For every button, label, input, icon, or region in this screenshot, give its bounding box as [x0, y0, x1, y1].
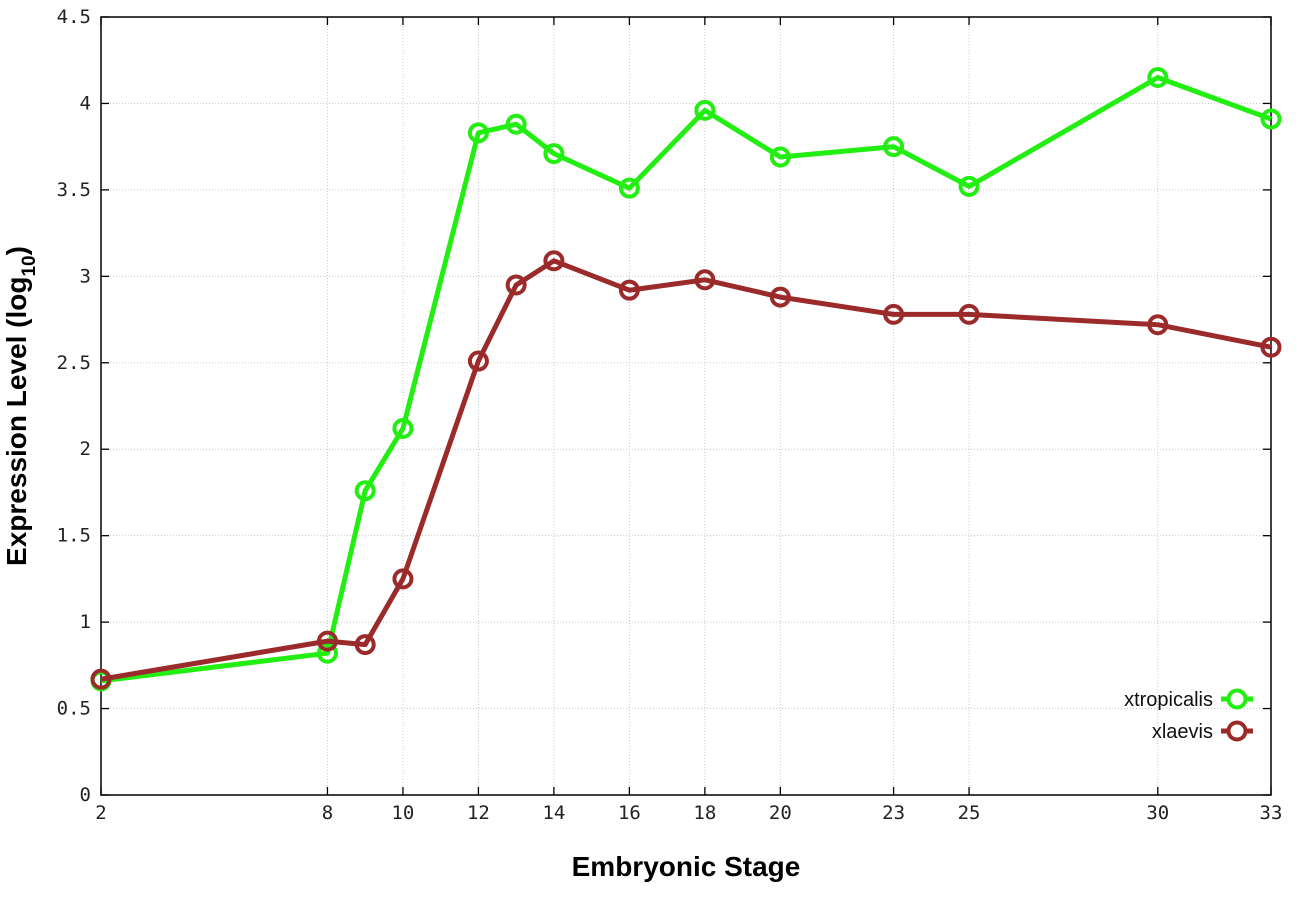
series-xtropicalis	[90, 67, 1282, 692]
y-tick-label: 0.5	[57, 698, 91, 720]
data-point-xtropicalis	[769, 146, 791, 168]
data-point-xtropicalis	[543, 143, 565, 165]
data-point-xlaevis	[354, 634, 376, 656]
y-tick-label: 0	[80, 784, 91, 806]
data-point-xtropicalis	[883, 136, 905, 158]
data-point-xtropicalis	[467, 122, 489, 144]
legend-swatch-marker	[1226, 688, 1248, 710]
y-tick-label: 2	[80, 438, 91, 460]
x-tick-label: 2	[95, 802, 106, 824]
plot-frame	[100, 16, 1272, 796]
y-tick-label: 1.5	[57, 525, 91, 547]
y-axis-title-main: Expression Level (log	[1, 277, 32, 566]
data-point-xlaevis	[392, 568, 414, 590]
data-point-xtropicalis	[316, 642, 338, 664]
data-point-xtropicalis	[505, 113, 527, 135]
x-tick-label: 25	[958, 802, 981, 824]
y-tick-label: 1	[80, 611, 91, 633]
axis-ticks	[100, 16, 1272, 796]
legend-item-xlaevis: xlaevis	[1152, 720, 1253, 743]
series-line-xlaevis	[100, 258, 1272, 682]
data-point-xlaevis	[618, 279, 640, 301]
data-point-xlaevis	[467, 350, 489, 372]
data-point-xlaevis	[769, 286, 791, 308]
y-axis-title: Expression Level (log10)	[1, 246, 40, 566]
data-point-xlaevis	[505, 274, 527, 296]
data-point-xtropicalis	[392, 417, 414, 439]
data-point-xtropicalis	[618, 177, 640, 199]
x-tick-label: 14	[542, 802, 565, 824]
x-tick-label: 20	[769, 802, 792, 824]
y-axis-tick-labels: 0 0.5 1 1.5 2 2.5 3 3.5 4 4.5	[57, 6, 91, 806]
data-point-xtropicalis	[1147, 67, 1169, 89]
data-point-xlaevis	[1260, 336, 1282, 358]
data-point-xtropicalis	[958, 175, 980, 197]
y-tick-label: 3	[80, 265, 91, 287]
legend-label: xlaevis	[1152, 721, 1213, 743]
data-point-xlaevis	[958, 303, 980, 325]
legend-swatch-marker	[1226, 720, 1248, 742]
data-point-xlaevis	[543, 250, 565, 272]
x-tick-label: 18	[693, 802, 716, 824]
legend-label: xtropicalis	[1124, 689, 1213, 711]
y-tick-label: 4.5	[57, 6, 91, 28]
data-point-xlaevis	[1147, 314, 1169, 336]
series-layer	[90, 67, 1282, 692]
legend-item-xtropicalis: xtropicalis	[1124, 688, 1253, 711]
data-point-xlaevis	[694, 269, 716, 291]
y-tick-label: 3.5	[57, 179, 91, 201]
series-xlaevis	[90, 250, 1282, 690]
y-tick-label: 4	[80, 92, 91, 114]
x-tick-label: 23	[882, 802, 905, 824]
y-tick-label: 2.5	[57, 352, 91, 374]
x-tick-label: 33	[1260, 802, 1283, 824]
x-axis-title: Embryonic Stage	[572, 851, 801, 882]
x-tick-label: 12	[467, 802, 490, 824]
data-point-xlaevis	[316, 630, 338, 652]
data-point-xlaevis	[90, 668, 112, 690]
data-point-xtropicalis	[354, 480, 376, 502]
x-tick-label: 30	[1146, 802, 1169, 824]
data-point-xlaevis	[883, 303, 905, 325]
grid	[101, 17, 1271, 795]
data-point-xtropicalis	[1260, 108, 1282, 130]
x-tick-label: 8	[322, 802, 333, 824]
y-axis-title-suffix: )	[1, 246, 32, 255]
series-line-xtropicalis	[100, 75, 1272, 684]
x-tick-label: 16	[618, 802, 641, 824]
x-tick-label: 10	[391, 802, 414, 824]
x-axis-tick-labels: 2 8 10 12 14 16 18 20 23 25 30 33	[95, 802, 1282, 824]
legend: xtropicalis xlaevis	[1124, 688, 1253, 743]
data-point-xtropicalis	[694, 99, 716, 121]
y-axis-title-subscript: 10	[19, 255, 40, 276]
